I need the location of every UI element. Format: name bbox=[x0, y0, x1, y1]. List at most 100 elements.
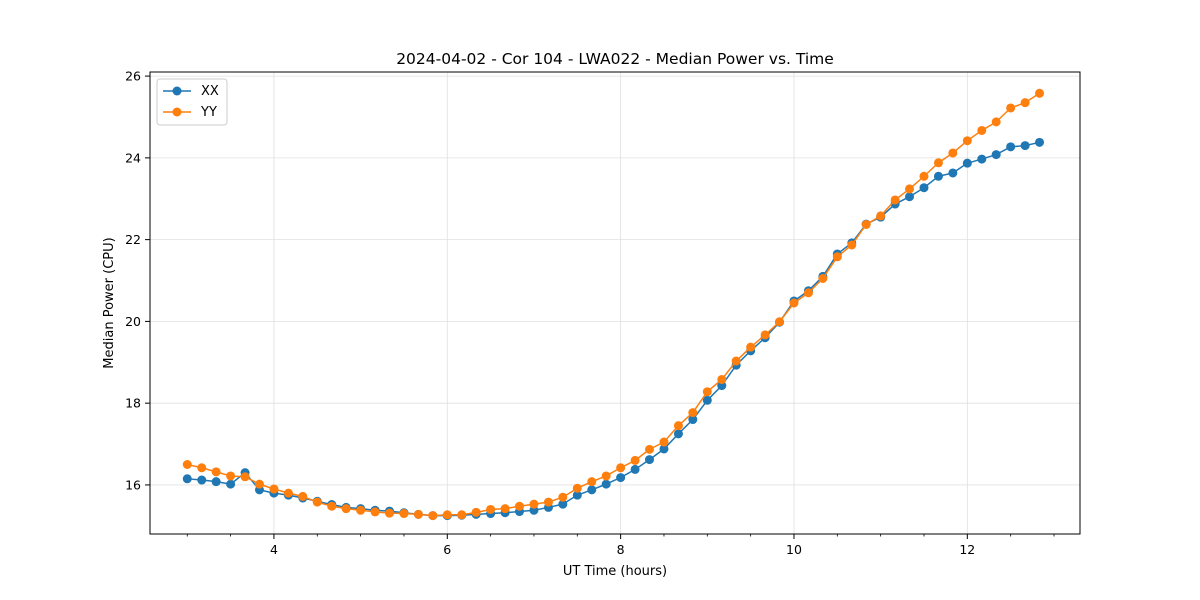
y-tick-label: 20 bbox=[125, 314, 141, 329]
x-tick-label: 12 bbox=[959, 542, 975, 557]
data-point-xx bbox=[659, 444, 669, 454]
series-line-yy bbox=[187, 92, 1040, 517]
data-point-yy bbox=[789, 298, 799, 308]
data-point-yy bbox=[457, 510, 467, 520]
data-point-yy bbox=[529, 499, 539, 509]
data-point-yy bbox=[746, 342, 756, 352]
data-point-yy bbox=[717, 374, 727, 384]
x-tick-label: 4 bbox=[270, 542, 278, 557]
data-point-yy bbox=[775, 317, 785, 327]
data-point-xx bbox=[933, 171, 943, 181]
data-point-yy bbox=[197, 463, 207, 473]
data-point-xx bbox=[905, 192, 915, 202]
data-point-yy bbox=[341, 504, 351, 514]
data-point-yy bbox=[283, 488, 293, 498]
y-tick-label: 18 bbox=[125, 396, 141, 411]
data-point-yy bbox=[673, 421, 683, 431]
data-point-xx bbox=[991, 150, 1001, 160]
data-point-yy bbox=[500, 504, 510, 514]
data-point-yy bbox=[428, 511, 438, 521]
data-point-yy bbox=[659, 437, 669, 447]
data-point-yy bbox=[1035, 88, 1045, 98]
y-tick-label: 26 bbox=[125, 69, 141, 84]
data-point-xx bbox=[630, 464, 640, 474]
data-point-yy bbox=[240, 472, 250, 482]
x-tick-label: 8 bbox=[617, 542, 625, 557]
data-point-yy bbox=[269, 484, 279, 494]
data-point-xx bbox=[182, 474, 192, 484]
data-point-yy bbox=[919, 171, 929, 181]
y-tick-label: 24 bbox=[125, 150, 141, 165]
data-point-xx bbox=[616, 473, 626, 483]
data-point-yy bbox=[890, 195, 900, 205]
data-point-yy bbox=[630, 455, 640, 465]
data-point-xx bbox=[962, 158, 972, 168]
data-point-yy bbox=[442, 510, 452, 520]
data-point-yy bbox=[298, 491, 308, 501]
legend-marker-xx bbox=[172, 86, 182, 96]
data-point-xx bbox=[1035, 137, 1045, 147]
x-tick-label: 10 bbox=[786, 542, 802, 557]
data-point-yy bbox=[702, 387, 712, 397]
data-point-yy bbox=[616, 463, 626, 473]
data-point-xx bbox=[702, 395, 712, 405]
data-point-yy bbox=[226, 471, 236, 481]
data-point-yy bbox=[933, 158, 943, 168]
data-point-xx bbox=[1020, 141, 1030, 151]
data-point-yy bbox=[948, 148, 958, 158]
data-point-yy bbox=[254, 479, 264, 489]
series-xx bbox=[182, 137, 1045, 521]
data-point-yy bbox=[688, 408, 698, 418]
data-point-yy bbox=[558, 492, 568, 502]
data-point-xx bbox=[919, 183, 929, 193]
legend-label-yy: YY bbox=[200, 105, 217, 120]
chart-title: 2024-04-02 - Cor 104 - LWA022 - Median P… bbox=[396, 50, 834, 68]
data-point-yy bbox=[861, 220, 871, 229]
data-point-yy bbox=[572, 483, 582, 493]
data-point-xx bbox=[601, 479, 611, 489]
data-point-yy bbox=[514, 501, 524, 511]
data-point-yy bbox=[905, 184, 915, 194]
y-tick-label: 22 bbox=[125, 232, 141, 247]
data-point-xx bbox=[673, 429, 683, 439]
series-yy bbox=[182, 88, 1045, 521]
x-tick-label: 6 bbox=[443, 542, 451, 557]
data-point-yy bbox=[645, 444, 654, 454]
data-point-yy bbox=[356, 505, 366, 515]
y-tick-label: 16 bbox=[125, 477, 141, 492]
legend-label-xx: XX bbox=[201, 84, 219, 99]
data-point-yy bbox=[327, 501, 337, 511]
data-point-yy bbox=[832, 252, 842, 262]
data-point-xx bbox=[226, 479, 236, 489]
data-point-yy bbox=[760, 330, 770, 340]
grid bbox=[150, 72, 1080, 534]
data-point-xx bbox=[587, 485, 597, 495]
data-point-yy bbox=[962, 136, 972, 146]
data-point-yy bbox=[182, 460, 192, 469]
data-point-xx bbox=[948, 168, 958, 178]
data-point-yy bbox=[543, 497, 553, 507]
data-point-xx bbox=[688, 415, 698, 425]
axis-ticks: 4 6 8 10 12 16 18 20 22 24 26 bbox=[125, 69, 1055, 557]
data-point-xx bbox=[558, 499, 568, 509]
data-point-yy bbox=[384, 508, 394, 518]
data-point-yy bbox=[312, 497, 322, 507]
data-point-xx bbox=[197, 475, 207, 485]
data-point-yy bbox=[399, 509, 409, 519]
plot-area-frame bbox=[149, 71, 1081, 535]
data-point-yy bbox=[977, 125, 987, 135]
data-point-xx bbox=[645, 455, 654, 465]
data-point-xx bbox=[572, 490, 582, 500]
data-point-xx bbox=[211, 477, 221, 487]
data-point-yy bbox=[486, 504, 496, 514]
data-point-yy bbox=[471, 507, 481, 517]
series-layer bbox=[182, 88, 1045, 521]
legend-marker-yy bbox=[172, 107, 182, 117]
data-point-yy bbox=[1006, 103, 1016, 113]
data-point-yy bbox=[370, 507, 380, 517]
data-point-yy bbox=[818, 273, 828, 283]
data-point-yy bbox=[587, 477, 597, 487]
data-point-yy bbox=[1020, 98, 1030, 108]
legend: XX YY bbox=[156, 78, 228, 126]
